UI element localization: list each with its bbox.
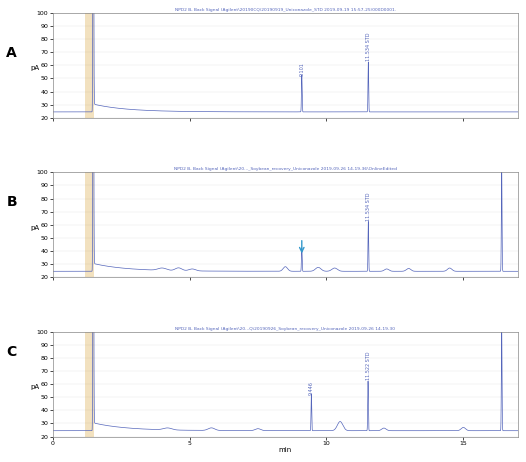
Text: 9.101: 9.101 <box>299 62 304 76</box>
Text: 11.522 STD: 11.522 STD <box>366 352 370 380</box>
Text: A: A <box>6 46 17 60</box>
Text: 11.534 STD: 11.534 STD <box>366 33 371 61</box>
Text: C: C <box>6 345 16 359</box>
Title: NPD2 B, Back Signal (Agilent\20..._Soybean_recovery_Uniconazole 2019-09-26 14-19: NPD2 B, Back Signal (Agilent\20..._Soybe… <box>174 167 397 171</box>
Title: NPD2 B, Back Signal (Agilent\20190CQ\20190919_Uniconazole_STD 2019-09-19 15:57-2: NPD2 B, Back Signal (Agilent\20190CQ\201… <box>175 8 396 12</box>
Text: B: B <box>6 195 17 209</box>
Y-axis label: pA: pA <box>31 65 40 71</box>
X-axis label: min: min <box>279 447 292 453</box>
Y-axis label: pA: pA <box>31 225 40 231</box>
Bar <box>85 172 94 277</box>
Bar <box>85 332 94 437</box>
Text: 11.534 STD: 11.534 STD <box>366 192 371 221</box>
Text: 9.446: 9.446 <box>309 381 314 395</box>
Title: NPD2 B, Back Signal (Agilent\20...Q\20190926_Soybean_recovery_Uniconazole 2019-0: NPD2 B, Back Signal (Agilent\20...Q\2019… <box>175 327 396 331</box>
Y-axis label: pA: pA <box>31 384 40 390</box>
Bar <box>85 13 94 118</box>
